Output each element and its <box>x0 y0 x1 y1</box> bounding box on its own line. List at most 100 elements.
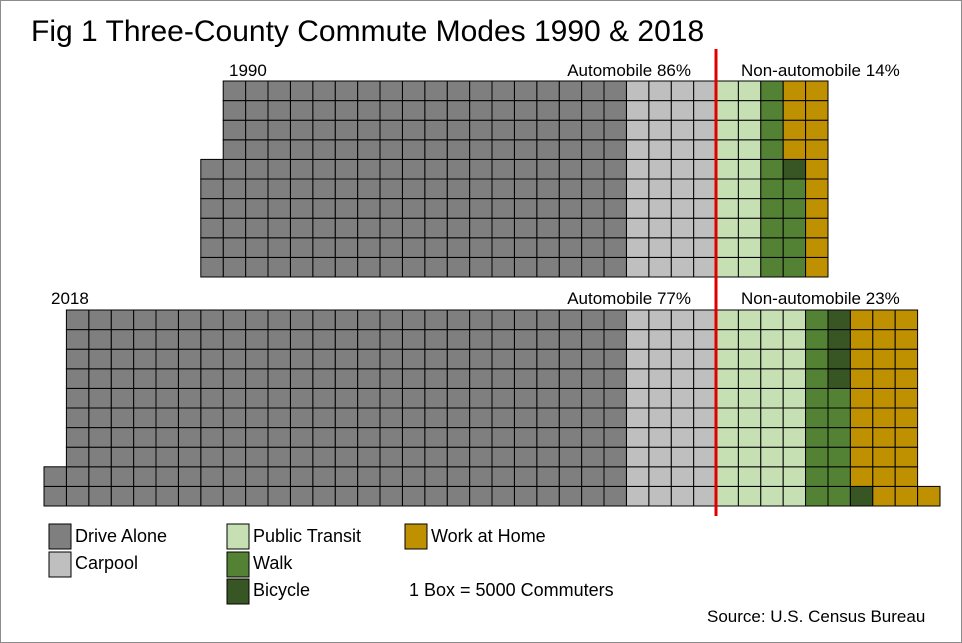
waffle-box-drive-alone <box>177 368 202 389</box>
waffle-box-drive-alone <box>312 80 336 102</box>
waffle-box-carpool <box>693 80 717 102</box>
waffle-box-drive-alone <box>334 100 359 121</box>
waffle-box-drive-alone <box>312 217 336 239</box>
waffle-box-public-transit <box>737 158 762 180</box>
waffle-box-drive-alone <box>110 446 135 468</box>
waffle-box-carpool <box>625 446 650 468</box>
waffle-box-carpool <box>625 256 650 278</box>
waffle-box-drive-alone <box>536 407 560 429</box>
waffle-box-drive-alone <box>581 387 605 409</box>
waffle-box-carpool <box>670 309 695 331</box>
waffle-box-carpool <box>670 178 695 200</box>
waffle-box-drive-alone <box>469 158 493 180</box>
waffle-box-drive-alone <box>401 407 426 429</box>
waffle-box-walk <box>760 100 784 121</box>
waffle-box-carpool <box>648 217 672 239</box>
waffle-box-drive-alone <box>446 368 471 389</box>
waffle-box-public-transit <box>737 427 762 448</box>
waffle-box-public-transit <box>782 446 807 468</box>
waffle-box-drive-alone <box>245 466 269 487</box>
waffle-box-drive-alone <box>200 158 224 180</box>
legend-swatch-carpool <box>48 551 72 578</box>
waffle-box-drive-alone <box>222 427 247 448</box>
waffle-box-drive-alone <box>222 217 247 239</box>
waffle-box-drive-alone <box>289 446 314 468</box>
waffle-box-work-at-home <box>805 237 829 258</box>
waffle-box-drive-alone <box>469 256 493 278</box>
legend-label-public-transit: Public Transit <box>253 526 361 546</box>
waffle-box-drive-alone <box>65 407 90 429</box>
waffle-box-drive-alone <box>133 348 157 370</box>
waffle-box-drive-alone <box>155 446 179 468</box>
waffle-box-drive-alone <box>424 256 448 278</box>
waffle-box-carpool <box>625 198 650 219</box>
waffle-box-drive-alone <box>43 485 67 507</box>
waffle-box-walk <box>805 329 829 350</box>
waffle-box-drive-alone <box>446 139 471 160</box>
waffle-box-drive-alone <box>536 237 560 258</box>
waffle-box-walk <box>805 446 829 468</box>
waffle-box-drive-alone <box>446 80 471 102</box>
waffle-box-drive-alone <box>245 119 269 141</box>
waffle-box-public-transit <box>782 329 807 350</box>
waffle-box-carpool <box>648 100 672 121</box>
waffle-box-drive-alone <box>155 387 179 409</box>
waffle-box-drive-alone <box>65 348 90 370</box>
waffle-box-drive-alone <box>312 368 336 389</box>
waffle-box-public-transit <box>715 237 739 258</box>
waffle-box-drive-alone <box>469 237 493 258</box>
waffle-box-carpool <box>625 427 650 448</box>
waffle-box-public-transit <box>715 198 739 219</box>
waffle-box-drive-alone <box>513 407 538 429</box>
waffle-box-walk <box>827 387 851 409</box>
waffle-box-drive-alone <box>469 329 493 350</box>
waffle-box-drive-alone <box>513 387 538 409</box>
waffle-box-drive-alone <box>581 237 605 258</box>
waffle-box-drive-alone <box>603 178 627 200</box>
waffle-box-carpool <box>625 80 650 102</box>
waffle-box-drive-alone <box>469 348 493 370</box>
waffle-box-drive-alone <box>177 387 202 409</box>
waffle-box-drive-alone <box>513 178 538 200</box>
waffle-box-drive-alone <box>424 217 448 239</box>
waffle-box-drive-alone <box>401 178 426 200</box>
waffle-box-drive-alone <box>245 256 269 278</box>
waffle-box-drive-alone <box>65 466 90 487</box>
waffle-box-drive-alone <box>446 309 471 331</box>
waffle-box-carpool <box>648 427 672 448</box>
waffle-box-carpool <box>670 237 695 258</box>
waffle-box-drive-alone <box>267 119 291 141</box>
waffle-box-drive-alone <box>222 237 247 258</box>
waffle-box-drive-alone <box>379 466 403 487</box>
waffle-box-walk <box>760 198 784 219</box>
waffle-box-drive-alone <box>177 466 202 487</box>
waffle-box-public-transit <box>715 427 739 448</box>
waffle-box-drive-alone <box>289 407 314 429</box>
waffle-box-bicycle <box>849 485 874 507</box>
waffle-box-work-at-home <box>805 139 829 160</box>
waffle-box-drive-alone <box>513 158 538 180</box>
waffle-box-walk <box>805 427 829 448</box>
waffle-box-drive-alone <box>379 158 403 180</box>
waffle-box-carpool <box>648 139 672 160</box>
waffle-box-drive-alone <box>357 119 381 141</box>
waffle-box-walk <box>805 485 829 507</box>
waffle-box-drive-alone <box>357 198 381 219</box>
waffle-box-work-at-home <box>917 485 941 507</box>
waffle-box-drive-alone <box>536 348 560 370</box>
legend-label-work-at-home: Work at Home <box>431 526 546 546</box>
waffle-box-drive-alone <box>379 368 403 389</box>
waffle-box-carpool <box>693 178 717 200</box>
waffle-box-work-at-home <box>805 119 829 141</box>
waffle-box-drive-alone <box>446 158 471 180</box>
waffle-box-walk <box>782 256 807 278</box>
waffle-box-public-transit <box>737 466 762 487</box>
waffle-box-bicycle <box>827 329 851 350</box>
waffle-box-public-transit <box>782 309 807 331</box>
waffle-box-drive-alone <box>401 309 426 331</box>
waffle-box-drive-alone <box>446 119 471 141</box>
waffle-box-carpool <box>648 80 672 102</box>
panel-cells <box>43 309 941 507</box>
waffle-box-drive-alone <box>513 237 538 258</box>
waffle-box-drive-alone <box>424 100 448 121</box>
